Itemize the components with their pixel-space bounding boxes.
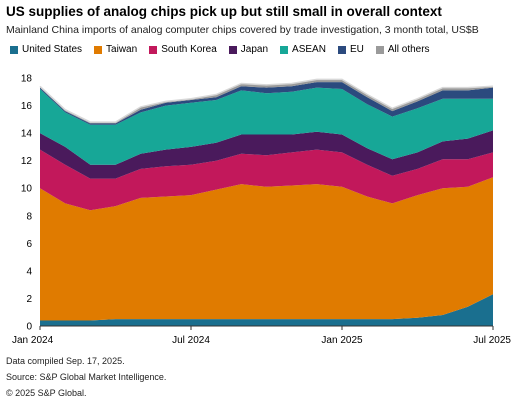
legend-label: United States	[22, 44, 83, 55]
area-series-asean	[40, 87, 493, 165]
legend-item-6: All others	[375, 44, 430, 55]
legend-swatch	[280, 45, 289, 54]
footnote-copyright: © 2025 S&P Global.	[6, 388, 87, 398]
legend-swatch	[94, 45, 103, 54]
legend-item-0: United States	[10, 44, 82, 55]
stack-top-line	[39, 78, 494, 123]
y-tick-label: 12	[21, 156, 33, 167]
footnote-source: Source: S&P Global Market Intelligence.	[6, 372, 167, 382]
y-tick-label: 8	[26, 211, 32, 222]
area-series-eu	[40, 82, 493, 125]
y-tick-label: 0	[26, 322, 32, 333]
stacked-area-chart: 0 2 4 6 8 10 12 14 16 18 Jan 2024 Jul 2024 Jan 2025 J…	[12, 74, 511, 347]
footnote-date: Data compiled Sep. 17, 2025.	[6, 356, 125, 366]
chart-legend: United States Taiwan South Korea Japan ASEAN…	[10, 44, 430, 55]
area-series-united-states	[40, 294, 493, 326]
legend-swatch	[228, 45, 237, 54]
chart-subtitle: Mainland China imports of analog compute…	[6, 24, 479, 36]
y-tick-label: 10	[21, 184, 33, 195]
x-tick-label: Jan 2025	[321, 335, 363, 346]
legend-item-5: EU	[337, 44, 364, 55]
y-tick-label: 6	[26, 239, 32, 250]
x-tick-label: Jul 2025	[473, 335, 511, 346]
area-series-south-korea	[40, 149, 493, 211]
legend-swatch	[375, 45, 384, 54]
legend-label: ASEAN	[292, 44, 326, 55]
legend-swatch	[337, 45, 346, 54]
legend-label: Japan	[240, 44, 269, 55]
y-tick-label: 16	[21, 101, 33, 112]
legend-item-4: ASEAN	[280, 44, 326, 55]
area-series-japan	[40, 130, 493, 179]
legend-swatch	[10, 45, 18, 54]
y-tick-label: 18	[21, 74, 33, 85]
chart-title: US supplies of analog chips pick up but …	[6, 4, 442, 19]
legend-label: All others	[387, 44, 430, 55]
legend-label: Taiwan	[106, 44, 138, 55]
legend-item-2: South Korea	[149, 44, 217, 55]
legend-item-1: Taiwan	[94, 44, 137, 55]
x-tick-label: Jan 2024	[12, 335, 54, 346]
y-tick-label: 4	[26, 266, 32, 277]
legend-label: South Korea	[161, 44, 217, 55]
legend-label: EU	[349, 44, 364, 55]
legend-item-3: Japan	[228, 44, 269, 55]
x-tick-label: Jul 2024	[172, 335, 210, 346]
y-tick-label: 2	[26, 294, 32, 305]
y-tick-label: 14	[21, 129, 33, 140]
area-series-taiwan	[40, 177, 493, 321]
legend-swatch	[149, 45, 158, 54]
